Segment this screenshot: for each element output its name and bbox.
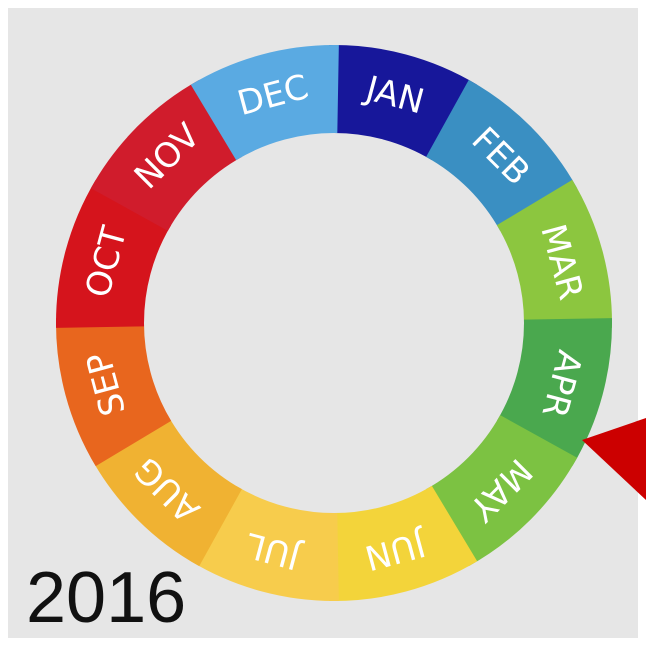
month-segment xyxy=(190,45,339,161)
month-segment xyxy=(190,485,339,601)
pointer-arrow xyxy=(582,418,646,500)
month-segment xyxy=(496,179,612,328)
month-segment xyxy=(426,415,578,567)
month-segment xyxy=(329,485,478,601)
month-segment xyxy=(56,179,172,328)
month-segment xyxy=(90,79,242,231)
month-segment xyxy=(426,79,578,231)
month-segment xyxy=(55,318,172,467)
year: 2016 xyxy=(26,558,186,638)
month-segment xyxy=(329,44,478,161)
month-segment xyxy=(496,318,612,467)
month-segment xyxy=(90,415,242,567)
